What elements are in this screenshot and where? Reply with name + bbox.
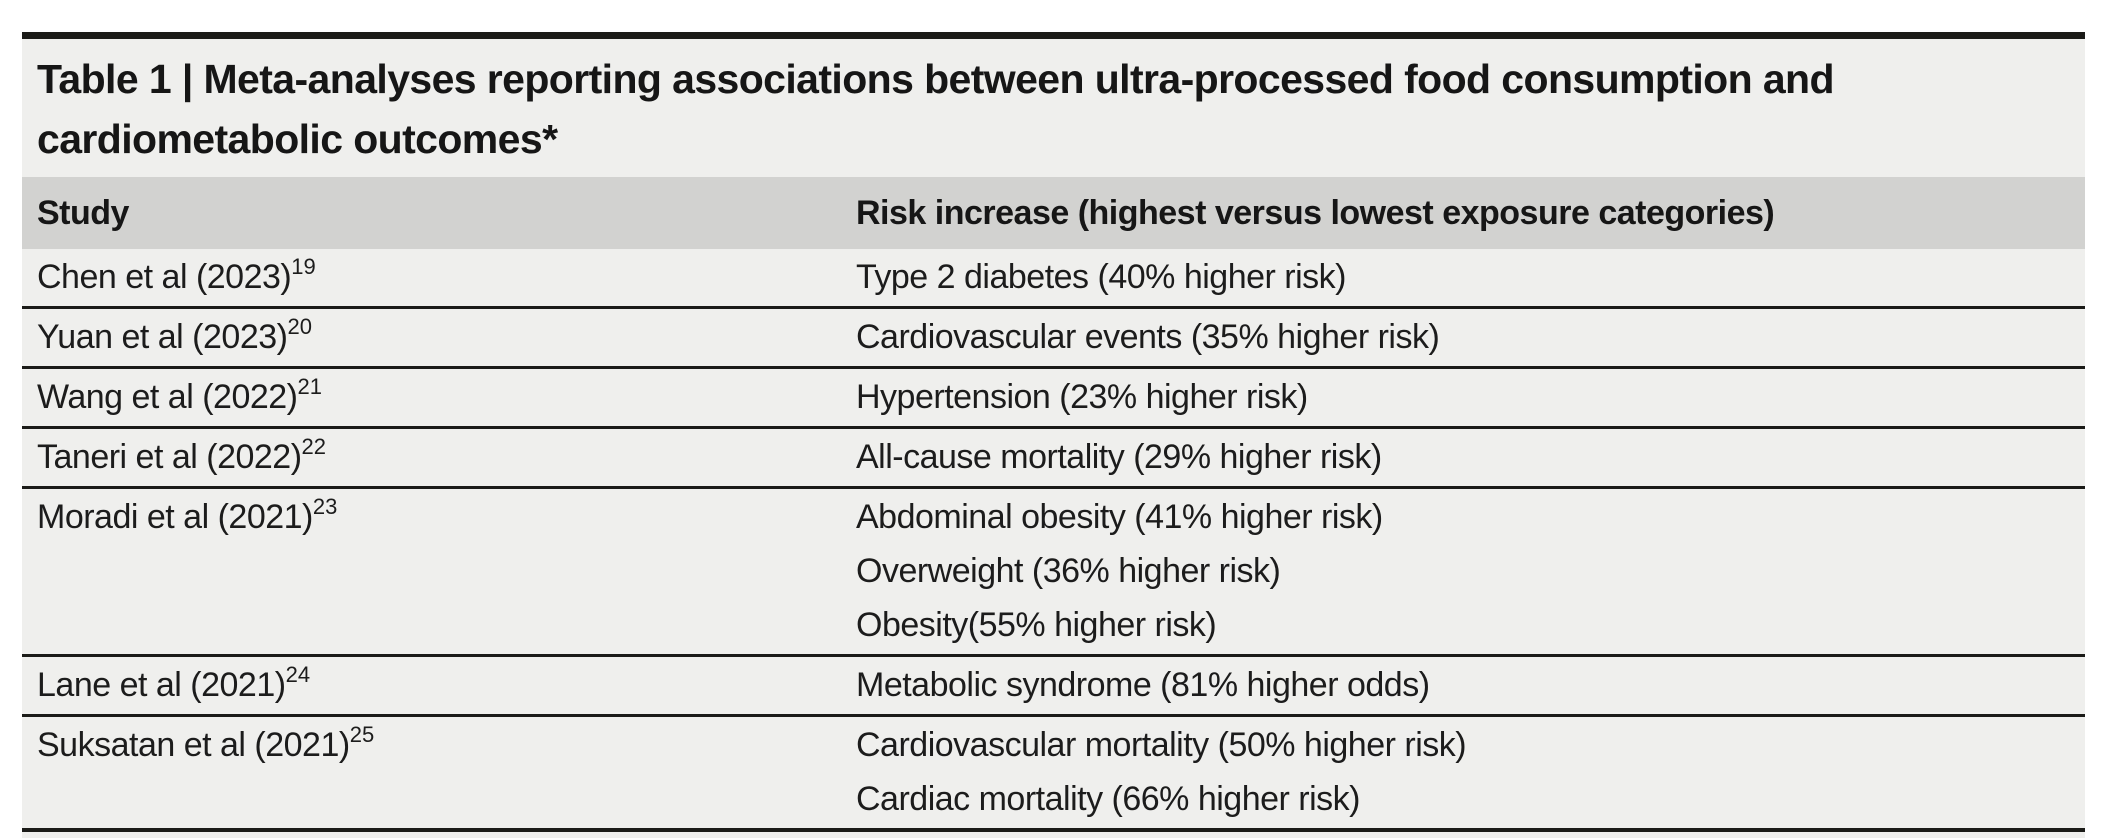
- study-cell: Moradi et al (2021)23: [22, 489, 856, 654]
- outcome-line: Cardiac mortality (66% higher risk): [856, 780, 1361, 818]
- study-name: Suksatan et al (2021): [37, 726, 350, 764]
- study-name: Yuan et al (2023): [37, 318, 288, 356]
- study-name: Lane et al (2021): [37, 666, 286, 704]
- risk-cell: Cardiovascular mortality (50% higher ris…: [856, 717, 2085, 828]
- study-name: Chen et al (2023): [37, 258, 292, 296]
- table-row: Suksatan et al (2021)25 Cardiovascular mo…: [22, 714, 2085, 828]
- study-cell: Wang et al (2022)21: [22, 369, 856, 426]
- table-row: Wang et al (2022)21 Hypertension (23% hig…: [22, 366, 2085, 426]
- study-name: Wang et al (2022): [37, 378, 298, 416]
- meta-analyses-table: Table 1 | Meta-analyses reporting associ…: [22, 32, 2085, 838]
- outcome-line: All-cause mortality (29% higher risk): [856, 438, 1382, 476]
- reference-superscript: 23: [312, 494, 338, 519]
- outcome-line: Overweight (36% higher risk): [856, 552, 1281, 590]
- table-title: Table 1 | Meta-analyses reporting associ…: [22, 39, 2085, 177]
- outcome-line: Abdominal obesity (41% higher risk): [856, 498, 1383, 536]
- reference-superscript: 20: [287, 314, 312, 339]
- reference-superscript: 21: [297, 374, 322, 399]
- table-body: Chen et al (2023)19 Type 2 diabetes (40% …: [22, 249, 2085, 828]
- study-cell: Yuan et al (2023)20: [22, 309, 856, 366]
- table-header-row: Study Risk increase (highest versus lowe…: [22, 177, 2085, 249]
- outcome-line: Cardiovascular mortality (50% higher ris…: [856, 726, 1467, 764]
- table-row: Taneri et al (2022)22 All-cause mortality…: [22, 426, 2085, 486]
- outcome-line: Type 2 diabetes (40% higher risk): [856, 258, 1346, 296]
- risk-cell: Hypertension (23% higher risk): [856, 369, 2085, 426]
- table-row: Lane et al (2021)24 Metabolic syndrome (8…: [22, 654, 2085, 714]
- study-cell: Suksatan et al (2021)25: [22, 717, 856, 828]
- outcome-line: Metabolic syndrome (81% higher odds): [856, 666, 1430, 704]
- reference-superscript: 22: [301, 434, 327, 459]
- study-cell: Lane et al (2021)24: [22, 657, 856, 714]
- risk-cell: Metabolic syndrome (81% higher odds): [856, 657, 2085, 714]
- risk-cell: Abdominal obesity (41% higher risk) Overw…: [856, 489, 2085, 654]
- column-header-study: Study: [37, 193, 129, 232]
- outcome-line: Obesity(55% higher risk): [856, 606, 1217, 644]
- study-name: Taneri et al (2022): [37, 438, 302, 476]
- table-row: Moradi et al (2021)23 Abdominal obesity (…: [22, 486, 2085, 654]
- study-name: Moradi et al (2021): [37, 498, 313, 536]
- table-row: Yuan et al (2023)20 Cardiovascular events…: [22, 306, 2085, 366]
- risk-cell: All-cause mortality (29% higher risk): [856, 429, 2085, 486]
- study-cell: Taneri et al (2022)22: [22, 429, 856, 486]
- outcome-line: Cardiovascular events (35% higher risk): [856, 318, 1440, 356]
- reference-superscript: 19: [291, 254, 316, 279]
- table-bottom-strip: [22, 832, 2085, 838]
- reference-superscript: 25: [349, 722, 375, 747]
- risk-cell: Cardiovascular events (35% higher risk): [856, 309, 2085, 366]
- reference-superscript: 24: [285, 662, 311, 687]
- table-row: Chen et al (2023)19 Type 2 diabetes (40% …: [22, 249, 2085, 306]
- risk-cell: Type 2 diabetes (40% higher risk): [856, 249, 2085, 306]
- outcome-line: Hypertension (23% higher risk): [856, 378, 1308, 416]
- table-top-rule: [22, 32, 2085, 39]
- column-header-risk-increase: Risk increase (highest versus lowest exp…: [856, 193, 1775, 232]
- study-cell: Chen et al (2023)19: [22, 249, 856, 306]
